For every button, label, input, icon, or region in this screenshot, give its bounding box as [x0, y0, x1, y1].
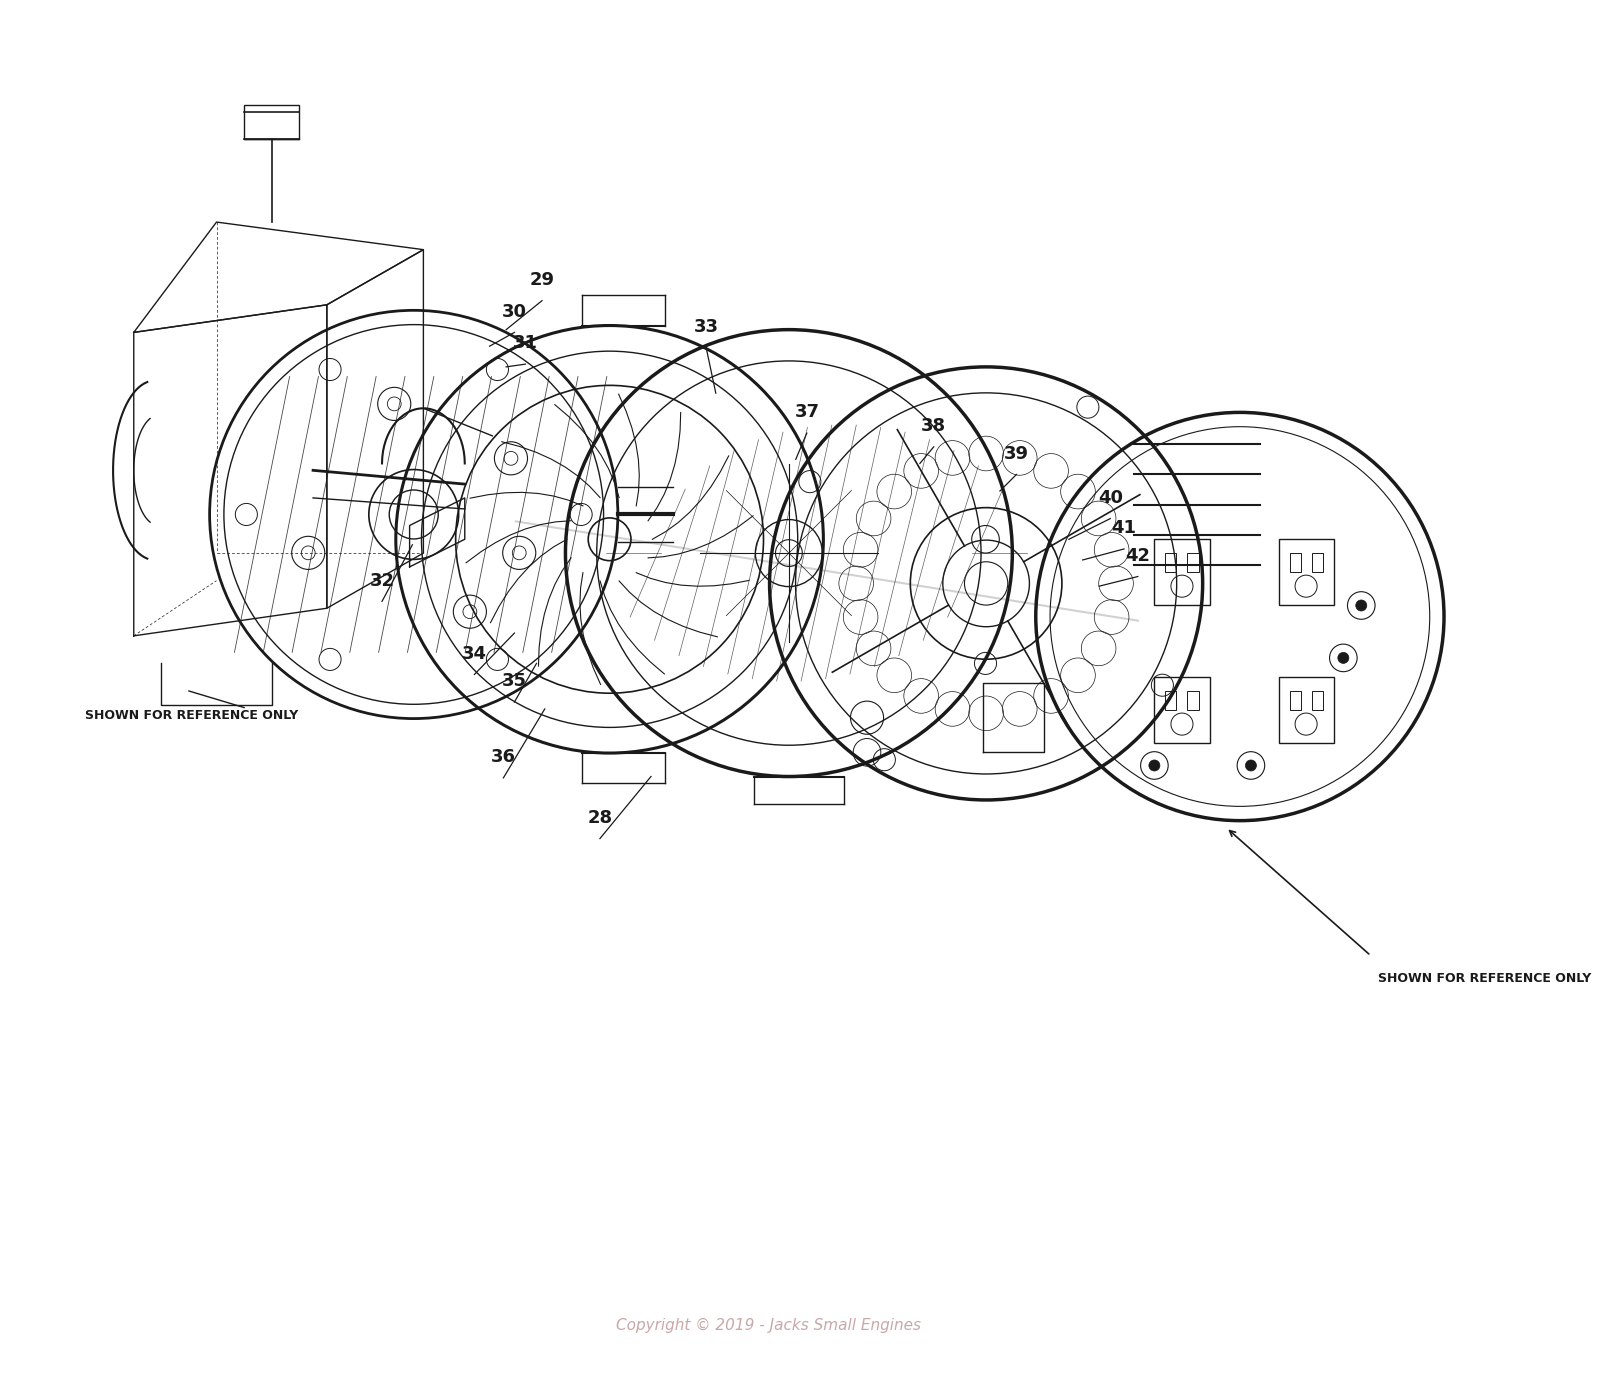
Bar	[1312, 553, 1323, 572]
Bar	[1290, 553, 1301, 572]
Circle shape	[1149, 760, 1160, 771]
Text: 32: 32	[370, 572, 395, 590]
Bar	[1312, 691, 1323, 710]
Bar	[1278, 539, 1334, 605]
Text: 37: 37	[794, 404, 819, 422]
Text: 30: 30	[502, 303, 526, 321]
Bar	[1154, 539, 1210, 605]
Circle shape	[1245, 760, 1256, 771]
Bar	[1154, 677, 1210, 744]
Text: 28: 28	[587, 808, 613, 826]
Circle shape	[1338, 652, 1349, 663]
Text: 33: 33	[694, 318, 718, 336]
Bar	[1290, 691, 1301, 710]
Text: 34: 34	[462, 645, 486, 663]
Bar	[1278, 677, 1334, 744]
Text: Copyright © 2019 - Jacks Small Engines: Copyright © 2019 - Jacks Small Engines	[616, 1318, 920, 1334]
Bar	[1187, 691, 1198, 710]
Text: 42: 42	[1125, 547, 1150, 565]
Bar	[1165, 553, 1176, 572]
Text: 31: 31	[514, 334, 538, 352]
Text: 38: 38	[922, 417, 946, 435]
Text: 36: 36	[491, 748, 515, 766]
Text: 41: 41	[1112, 520, 1136, 538]
Text: SHOWN FOR REFERENCE ONLY: SHOWN FOR REFERENCE ONLY	[1378, 973, 1590, 985]
Text: 40: 40	[1098, 489, 1123, 507]
Text: SHOWN FOR REFERENCE ONLY: SHOWN FOR REFERENCE ONLY	[85, 709, 299, 723]
Bar	[1165, 691, 1176, 710]
Text: 35: 35	[502, 673, 526, 691]
Text: 29: 29	[530, 271, 555, 289]
Bar	[1187, 553, 1198, 572]
Text: 39: 39	[1003, 445, 1029, 463]
Circle shape	[1355, 600, 1366, 611]
